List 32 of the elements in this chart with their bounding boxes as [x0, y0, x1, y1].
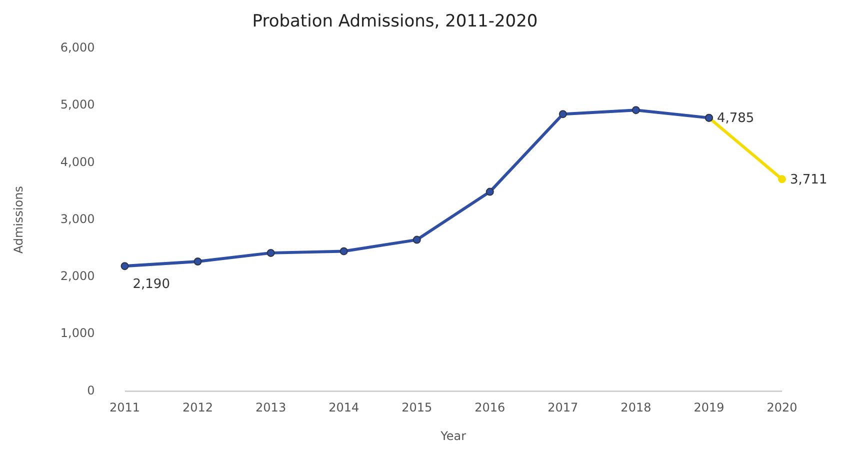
point [412, 236, 421, 244]
y-tick-label: 4,000 [60, 154, 95, 169]
x-tick-label: 2020 [766, 400, 798, 415]
point [194, 258, 202, 266]
x-tick-label: 2016 [474, 400, 506, 415]
x-tick-label: 2018 [620, 400, 652, 415]
data-label: 3,711 [790, 172, 828, 188]
y-tick-label: 3,000 [60, 212, 95, 226]
y-tick-label: 2,000 [60, 269, 95, 284]
point [120, 262, 129, 270]
y-tick-label: 5,000 [60, 98, 95, 112]
point [632, 106, 640, 114]
x-tick-label: 2011 [109, 400, 140, 415]
x-axis-title: Year [440, 428, 466, 443]
point [340, 247, 348, 256]
x-tick-label: 2017 [548, 400, 578, 415]
x-tick-label: 2015 [402, 400, 432, 415]
point [486, 188, 494, 196]
data-label: 4,785 [716, 111, 754, 126]
x-tick-label: 2013 [256, 400, 286, 415]
y-tick-label: 0 [87, 383, 95, 398]
point [558, 110, 567, 118]
y-tick-label: 1,000 [60, 326, 95, 340]
point [266, 248, 275, 257]
y-axis-title: Admissions [11, 186, 26, 254]
x-tick-label: 2019 [694, 400, 724, 415]
chart-title: Probation Admissions, 2011-2020 [252, 12, 538, 32]
y-tick-label: 6,000 [60, 40, 95, 55]
x-tick-label: 2012 [182, 400, 214, 415]
data-label: 2,190 [132, 276, 170, 292]
point [778, 175, 786, 184]
x-tick-label: 2014 [328, 400, 360, 415]
